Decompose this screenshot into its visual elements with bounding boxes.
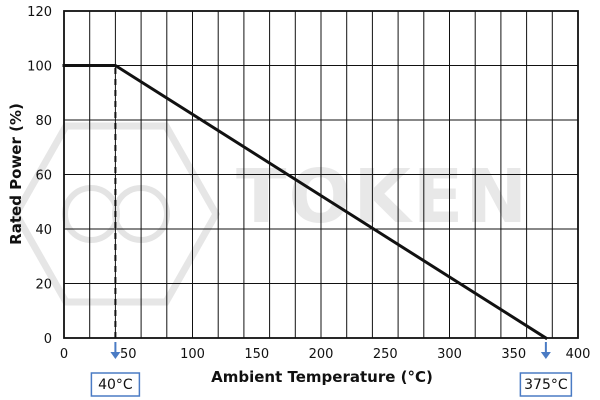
y-tick-label: 20: [35, 278, 52, 293]
y-tick-label: 40: [35, 223, 52, 238]
x-tick-label: 50: [120, 347, 137, 362]
annotation-arrow-head: [540, 352, 551, 359]
tick-label-layer: 0 50 100 150 200 250 300 350 400 0 20 40 60 80 100 120: [27, 5, 590, 362]
plot-frame: [63, 10, 579, 339]
x-tick-label: 250: [373, 347, 398, 362]
x-axis-title: Ambient Temperature (°C): [211, 368, 433, 386]
annotation-label-text: 375°C: [524, 377, 568, 393]
y-tick-label: 100: [27, 60, 52, 75]
x-tick-label: 100: [180, 347, 205, 362]
annotation-arrow-head: [110, 352, 121, 359]
y-tick-label: 80: [35, 114, 52, 129]
watermark-logo-text: TOKEN: [236, 154, 529, 240]
annotation-label-text: 40°C: [98, 377, 133, 393]
annotation-layer: 40°C 375°C: [90, 342, 573, 397]
x-tick-label: 200: [309, 347, 334, 362]
annotation-label-box: [90, 372, 141, 397]
x-tick-label: 0: [60, 347, 68, 362]
series-layer: [62, 64, 548, 341]
y-tick-label: 60: [35, 169, 52, 184]
watermark-logo-circle-left: [62, 185, 120, 243]
annotation-label-box: [519, 372, 573, 397]
watermark-layer: TOKEN: [11, 122, 529, 306]
frame-layer: [63, 10, 579, 339]
x-tick-label: 300: [437, 347, 462, 362]
x-tick-label: 150: [244, 347, 269, 362]
y-axis-title: Rated Power (%): [7, 103, 25, 245]
axis-title-layer: Ambient Temperature (°C) Rated Power (%): [7, 103, 433, 386]
y-tick-label: 120: [27, 5, 52, 20]
y-tick-label: 0: [44, 332, 52, 347]
x-tick-label: 400: [566, 347, 591, 362]
watermark-logo-hexagon: [11, 122, 221, 306]
x-tick-label: 350: [501, 347, 526, 362]
grid-layer: [63, 10, 579, 339]
